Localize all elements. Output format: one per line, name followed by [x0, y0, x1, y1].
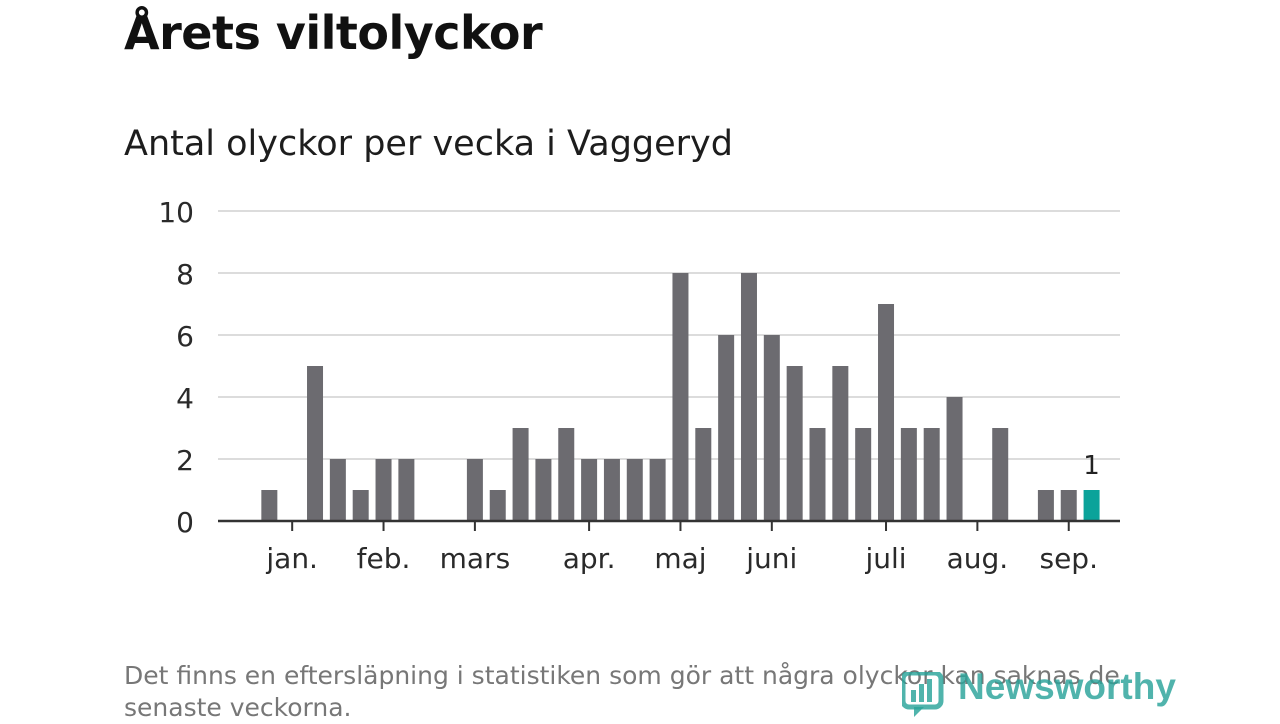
bar [832, 366, 849, 521]
bar [855, 428, 872, 521]
chart-title: Årets viltolyckor [124, 6, 543, 60]
y-tick-label: 4 [176, 382, 194, 415]
newsworthy-logo-icon [902, 672, 944, 717]
bar-highlight [1083, 490, 1100, 521]
footnote: Det finns en eftersläpning i statistiken… [124, 661, 1120, 722]
bar [1060, 490, 1077, 521]
bar [535, 459, 552, 521]
y-tick-label: 2 [176, 444, 194, 477]
bar [489, 490, 506, 521]
bar [558, 428, 575, 521]
data-label: 1 [1083, 451, 1100, 481]
bar [992, 428, 1009, 521]
bar [466, 459, 483, 521]
bar [512, 428, 529, 521]
bar [900, 428, 917, 521]
x-tick-label: sep. [1039, 542, 1098, 575]
x-tick-label: apr. [563, 542, 616, 575]
bar [672, 273, 689, 521]
bar [763, 335, 780, 521]
x-tick-label: feb. [357, 542, 411, 575]
y-tick-label: 8 [176, 258, 194, 291]
bar [649, 459, 666, 521]
bar [375, 459, 392, 521]
newsworthy-logo: Newsworthy [902, 666, 1176, 720]
bar [261, 490, 278, 521]
bar [581, 459, 598, 521]
bar [398, 459, 415, 521]
bar [1037, 490, 1054, 521]
bar [718, 335, 735, 521]
y-tick-label: 0 [176, 506, 194, 539]
bar [307, 366, 324, 521]
bar [809, 428, 826, 521]
x-tick-label: aug. [947, 542, 1009, 575]
bar [626, 459, 643, 521]
bar [923, 428, 940, 521]
y-tick-label: 10 [158, 196, 194, 229]
logo-text: Newsworthy [958, 666, 1176, 707]
bar [352, 490, 369, 521]
y-tick-label: 6 [176, 320, 194, 353]
bar [946, 397, 963, 521]
bar [695, 428, 712, 521]
bar [878, 304, 895, 521]
bar [740, 273, 757, 521]
bar [786, 366, 803, 521]
bar [603, 459, 620, 521]
x-tick-label: jan. [265, 542, 318, 575]
chart-subtitle: Antal olyckor per vecka i Vaggeryd [124, 124, 733, 164]
x-tick-label: juli [864, 542, 906, 575]
x-tick-label: mars [440, 542, 511, 575]
x-tick-label: maj [654, 542, 706, 575]
x-tick-label: juni [745, 542, 797, 575]
bar [329, 459, 346, 521]
